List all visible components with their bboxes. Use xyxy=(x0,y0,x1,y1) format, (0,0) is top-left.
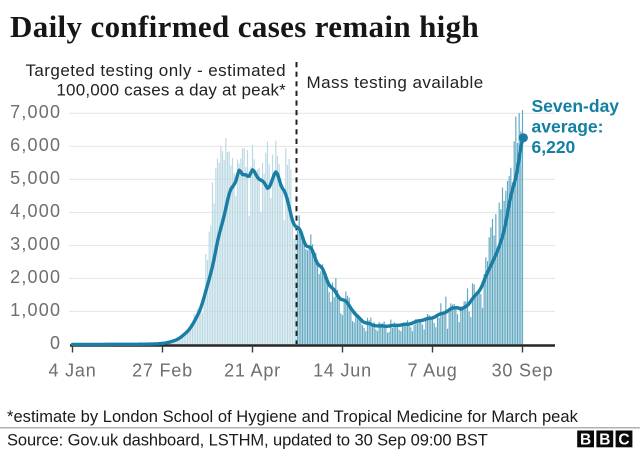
svg-text:C: C xyxy=(618,432,629,449)
svg-text:30 Sep: 30 Sep xyxy=(492,361,554,381)
svg-text:7 Aug: 7 Aug xyxy=(407,361,457,381)
svg-text:3,000: 3,000 xyxy=(10,234,61,254)
svg-text:6,000: 6,000 xyxy=(10,135,61,155)
svg-text:Seven-day: Seven-day xyxy=(532,96,620,116)
svg-text:27 Feb: 27 Feb xyxy=(132,361,193,381)
svg-text:average:: average: xyxy=(532,117,604,137)
svg-text:4 Jan: 4 Jan xyxy=(48,361,96,381)
svg-text:7,000: 7,000 xyxy=(10,102,61,122)
svg-text:2,000: 2,000 xyxy=(10,267,61,287)
svg-text:6,220: 6,220 xyxy=(532,137,576,157)
svg-text:Source: Gov.uk dashboard, LSTH: Source: Gov.uk dashboard, LSTHM, updated… xyxy=(7,432,488,450)
svg-text:4,000: 4,000 xyxy=(10,201,61,221)
svg-text:B: B xyxy=(599,432,610,449)
svg-text:*estimate by London School of: *estimate by London School of Hygiene an… xyxy=(7,408,579,426)
svg-text:1,000: 1,000 xyxy=(10,300,61,320)
svg-text:0: 0 xyxy=(50,333,61,353)
svg-text:Mass testing available: Mass testing available xyxy=(307,73,484,92)
svg-text:Daily confirmed cases remain h: Daily confirmed cases remain high xyxy=(10,9,479,44)
svg-text:14 Jun: 14 Jun xyxy=(313,361,372,381)
svg-text:21 Apr: 21 Apr xyxy=(224,361,281,381)
svg-text:B: B xyxy=(580,432,591,449)
svg-text:Targeted testing only - estima: Targeted testing only - estimated xyxy=(25,61,286,80)
svg-text:100,000 cases a day at peak*: 100,000 cases a day at peak* xyxy=(56,81,286,100)
svg-text:5,000: 5,000 xyxy=(10,168,61,188)
